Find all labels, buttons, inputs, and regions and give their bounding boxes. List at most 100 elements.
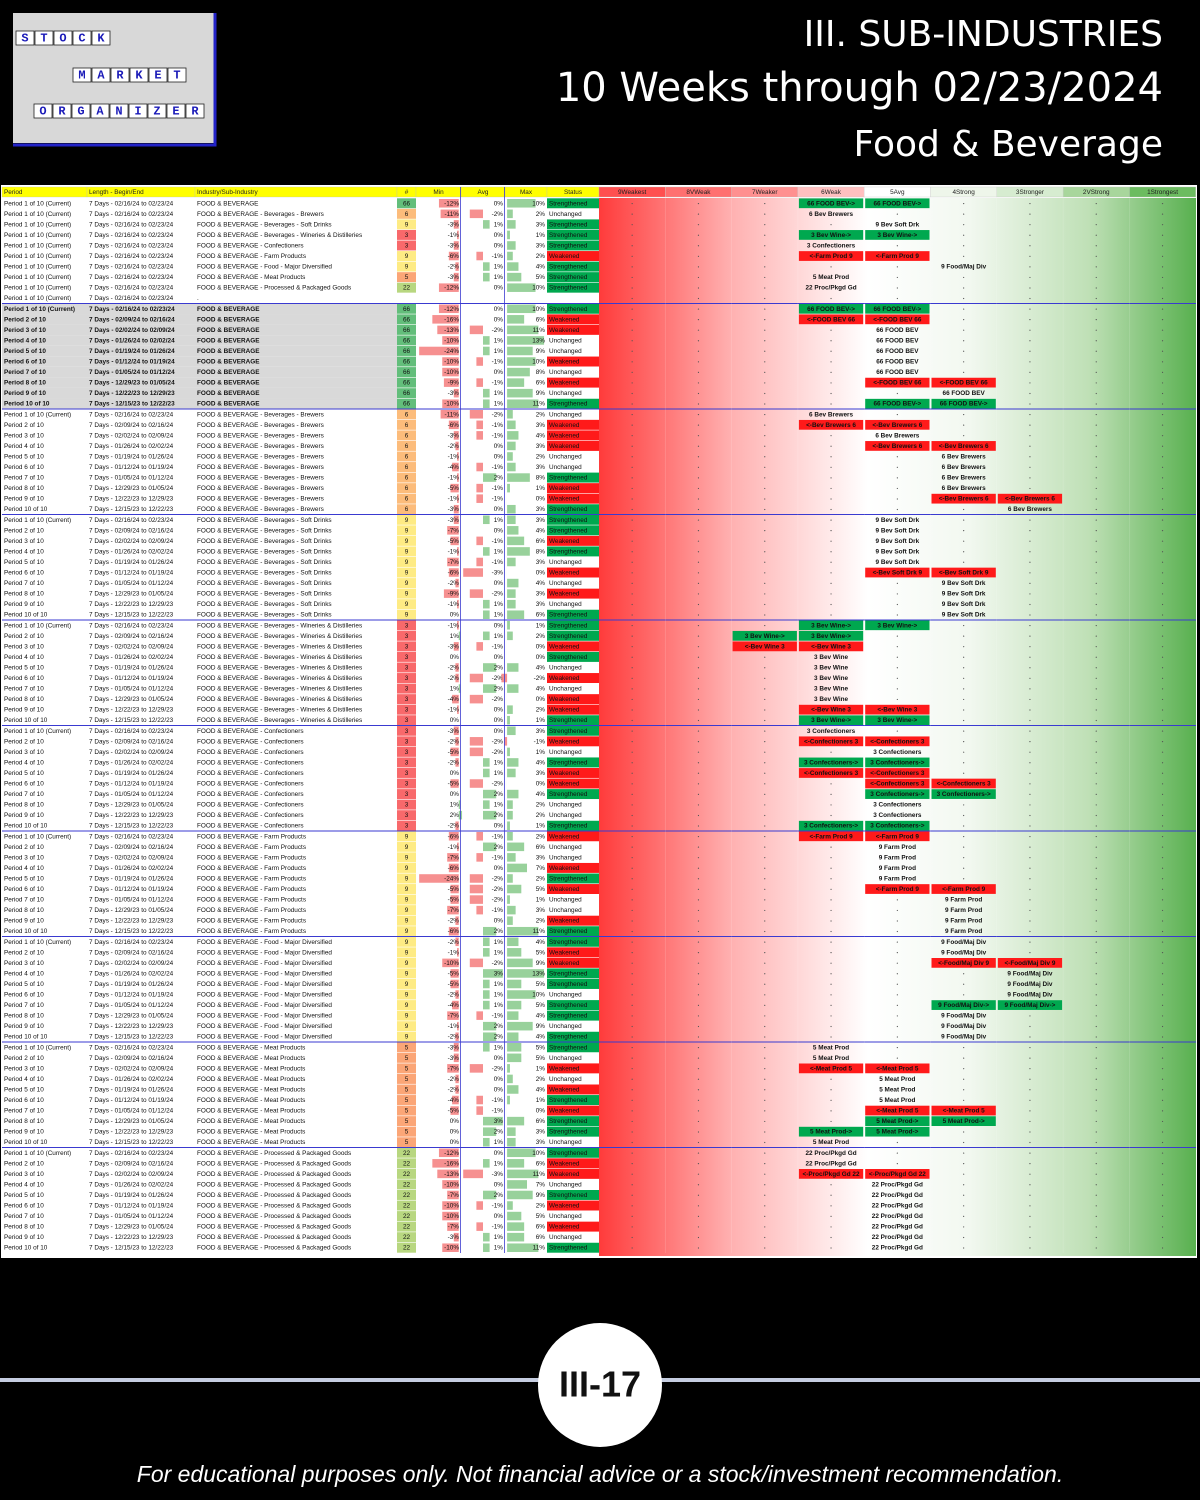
count: 22	[403, 1224, 411, 1231]
empty-marker	[1029, 1247, 1031, 1249]
period: Period 4 of 10	[4, 1181, 44, 1188]
avg: 2%	[494, 1129, 504, 1136]
empty-marker	[830, 751, 832, 753]
data-bar	[447, 526, 459, 535]
count: 3	[405, 664, 409, 671]
avg: -2%	[492, 897, 504, 904]
empty-marker	[1161, 329, 1164, 331]
empty-marker	[697, 646, 700, 648]
empty-marker	[764, 603, 766, 606]
band-label: 6 Bev Brewers	[1008, 506, 1052, 513]
min: -2%	[448, 1076, 460, 1083]
band-label: <-Bev Brewers 6	[1005, 496, 1055, 503]
status: Weakened	[549, 1160, 580, 1167]
band-cell	[931, 398, 996, 409]
min: -2%	[448, 759, 460, 766]
empty-marker	[1095, 857, 1097, 859]
count: 9	[405, 844, 409, 851]
empty-marker	[697, 498, 700, 500]
count-cell	[397, 694, 416, 705]
length: 7 Days - 02/16/24 to 02/23/24	[89, 242, 174, 249]
empty-marker	[1161, 403, 1164, 405]
logo-letter-box	[185, 103, 205, 119]
empty-marker	[631, 266, 633, 268]
band-label: 9 Farm Prod	[879, 875, 916, 882]
empty-marker	[1161, 498, 1164, 500]
band-label: 66 FOOD BEV	[876, 359, 919, 366]
status: Weakened	[549, 960, 580, 967]
data-bar	[455, 1032, 459, 1041]
empty-marker	[1029, 624, 1031, 627]
data-bar	[419, 874, 459, 883]
avg: 1%	[494, 939, 504, 946]
empty-marker	[697, 1015, 700, 1017]
length: 7 Days - 02/02/24 to 02/09/24	[89, 1171, 174, 1178]
data-bar	[452, 1000, 459, 1010]
empty-marker	[631, 783, 633, 785]
empty-marker	[1029, 1173, 1031, 1175]
empty-marker	[1161, 530, 1164, 532]
empty-marker	[697, 709, 700, 711]
empty-marker	[1029, 350, 1031, 352]
max: 3%	[536, 517, 546, 524]
industry: FOOD & BEVERAGE - Beverages - Soft Drink…	[197, 580, 332, 587]
avg: 2%	[494, 686, 504, 693]
data-bar	[438, 283, 459, 292]
band-label: 22 Proc/Pkgd Gd	[805, 1150, 856, 1157]
data-bar	[440, 209, 459, 219]
min: -13%	[444, 327, 459, 334]
status: Weakened	[549, 359, 580, 366]
status-cell	[547, 1084, 599, 1095]
length: 7 Days - 02/09/24 to 02/16/24	[89, 1160, 174, 1167]
empty-marker	[697, 793, 700, 795]
avg: -1%	[492, 380, 504, 387]
data-bar	[476, 494, 483, 503]
industry: FOOD & BEVERAGE - Beverages - Brewers	[197, 432, 324, 439]
empty-marker	[830, 1110, 832, 1112]
band-label: 5 Meat Prod	[879, 1076, 915, 1083]
data-bar	[507, 832, 513, 841]
empty-marker	[1029, 540, 1031, 542]
header-label: Max	[520, 189, 533, 196]
status: Unchanged	[549, 559, 582, 566]
length: 7 Days - 02/09/24 to 02/16/24	[89, 1055, 174, 1062]
count: 9	[405, 1002, 409, 1009]
empty-marker	[1161, 656, 1164, 658]
avg: -1%	[492, 1203, 504, 1210]
empty-marker	[631, 1057, 633, 1059]
empty-marker	[764, 930, 766, 933]
data-bar	[507, 251, 513, 261]
period: Period 2 of 10	[4, 1160, 44, 1167]
band-label: 66 FOOD BEV	[876, 337, 919, 344]
empty-marker	[697, 340, 700, 342]
empty-marker	[896, 983, 898, 985]
data-bar	[457, 547, 459, 556]
status: Weakened	[549, 485, 580, 492]
max: 3%	[536, 770, 546, 777]
empty-marker	[697, 371, 700, 373]
count-cell	[397, 1242, 416, 1253]
min: -7%	[448, 1192, 460, 1199]
empty-marker	[963, 867, 965, 869]
empty-marker	[1095, 1184, 1097, 1186]
count: 5	[405, 1129, 409, 1136]
count: 3	[405, 643, 409, 650]
period: Period 6 of 10	[4, 570, 44, 577]
count: 3	[405, 717, 409, 724]
data-bar	[452, 462, 459, 472]
count: 9	[405, 949, 409, 956]
min: -5%	[448, 781, 460, 788]
empty-marker	[830, 930, 832, 933]
empty-marker	[1095, 635, 1097, 637]
count: 22	[403, 1234, 411, 1241]
empty-marker	[764, 667, 766, 669]
data-bar	[440, 410, 459, 419]
status-cell	[547, 926, 599, 937]
empty-marker	[1029, 730, 1031, 732]
length: 7 Days - 12/22/23 to 12/29/23	[89, 1023, 174, 1030]
empty-marker	[631, 973, 633, 975]
industry: FOOD & BEVERAGE - Beverages - Wineries &…	[197, 643, 362, 650]
empty-marker	[963, 698, 965, 701]
min: -2%	[448, 664, 460, 671]
empty-marker	[1029, 1068, 1031, 1070]
